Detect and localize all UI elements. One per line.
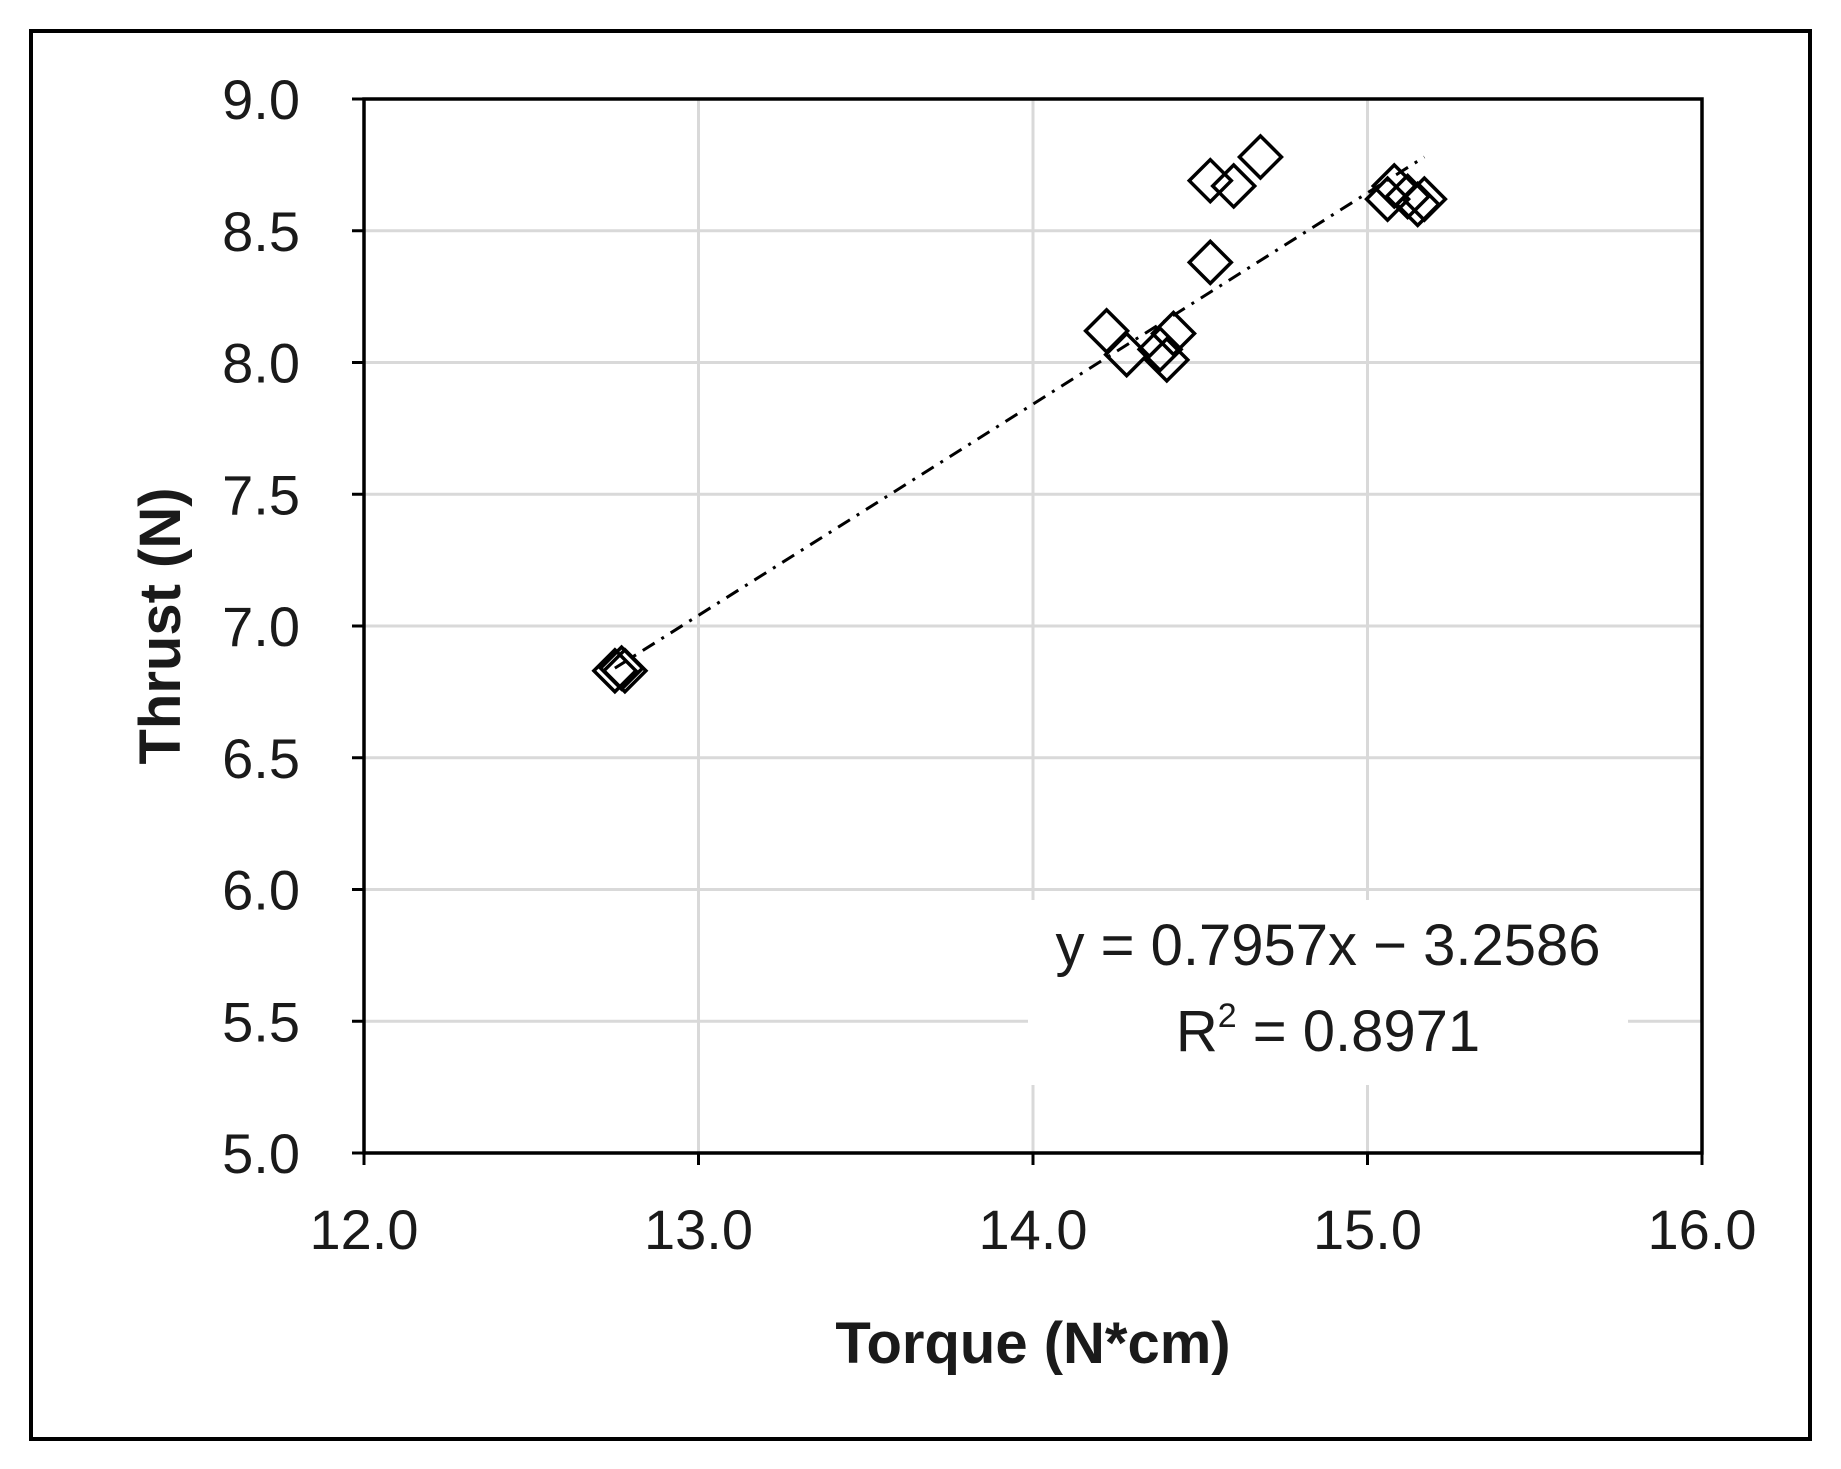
x-tick-label-4: 16.0 (1648, 1198, 1757, 1261)
x-tick-label-0: 12.0 (310, 1198, 419, 1261)
x-tick-label-2: 14.0 (979, 1198, 1088, 1261)
data-point-13 (1370, 162, 1418, 210)
data-point-5 (1136, 325, 1184, 373)
equation-background (1028, 900, 1628, 1085)
data-point-7 (1150, 310, 1197, 357)
r-squared-exponent: 2 (1218, 997, 1237, 1035)
y-tick-label-4: 7.0 (222, 595, 300, 658)
data-point-6 (1143, 336, 1191, 384)
y-tick-label-3: 6.5 (222, 727, 300, 790)
y-tick-label-6: 8.0 (222, 332, 300, 395)
x-axis-tick-labels: 12.0 13.0 14.0 15.0 16.0 (310, 1198, 1757, 1261)
x-axis-title: Torque (N*cm) (835, 1311, 1230, 1376)
y-tick-label-0: 5.0 (222, 1122, 300, 1185)
trendline (614, 155, 1426, 670)
trendline-layer (614, 155, 1426, 670)
y-axis-title: Thrust (N) (128, 487, 193, 764)
trendline-equation: y = 0.7957x − 3.2586 (1056, 913, 1601, 978)
y-tick-label-8: 9.0 (222, 68, 300, 131)
y-axis-tick-labels: 5.0 5.5 6.0 6.5 7.0 7.5 8.0 8.5 9.0 (222, 68, 300, 1185)
y-tick-label-1: 5.5 (222, 990, 300, 1053)
data-point-12 (1364, 175, 1412, 223)
r-squared-value: = 0.8971 (1237, 999, 1481, 1064)
data-point-8 (1186, 238, 1234, 286)
axis-ticks (352, 97, 1704, 1165)
data-markers (591, 133, 1448, 695)
data-point-2 (601, 647, 649, 695)
data-point-0 (591, 647, 639, 695)
data-point-16 (1400, 175, 1448, 223)
y-tick-label-2: 6.0 (222, 859, 300, 922)
chart-outer-frame (29, 29, 1812, 1441)
data-point-10 (1210, 162, 1258, 210)
data-point-11 (1236, 133, 1284, 181)
x-tick-label-3: 15.0 (1313, 1198, 1422, 1261)
r-squared-symbol: R (1176, 999, 1218, 1064)
r-squared-label: R2 = 0.8971 (1176, 997, 1480, 1064)
y-tick-label-7: 8.5 (222, 200, 300, 263)
x-tick-label-1: 13.0 (644, 1198, 753, 1261)
y-tick-label-5: 7.5 (222, 463, 300, 526)
